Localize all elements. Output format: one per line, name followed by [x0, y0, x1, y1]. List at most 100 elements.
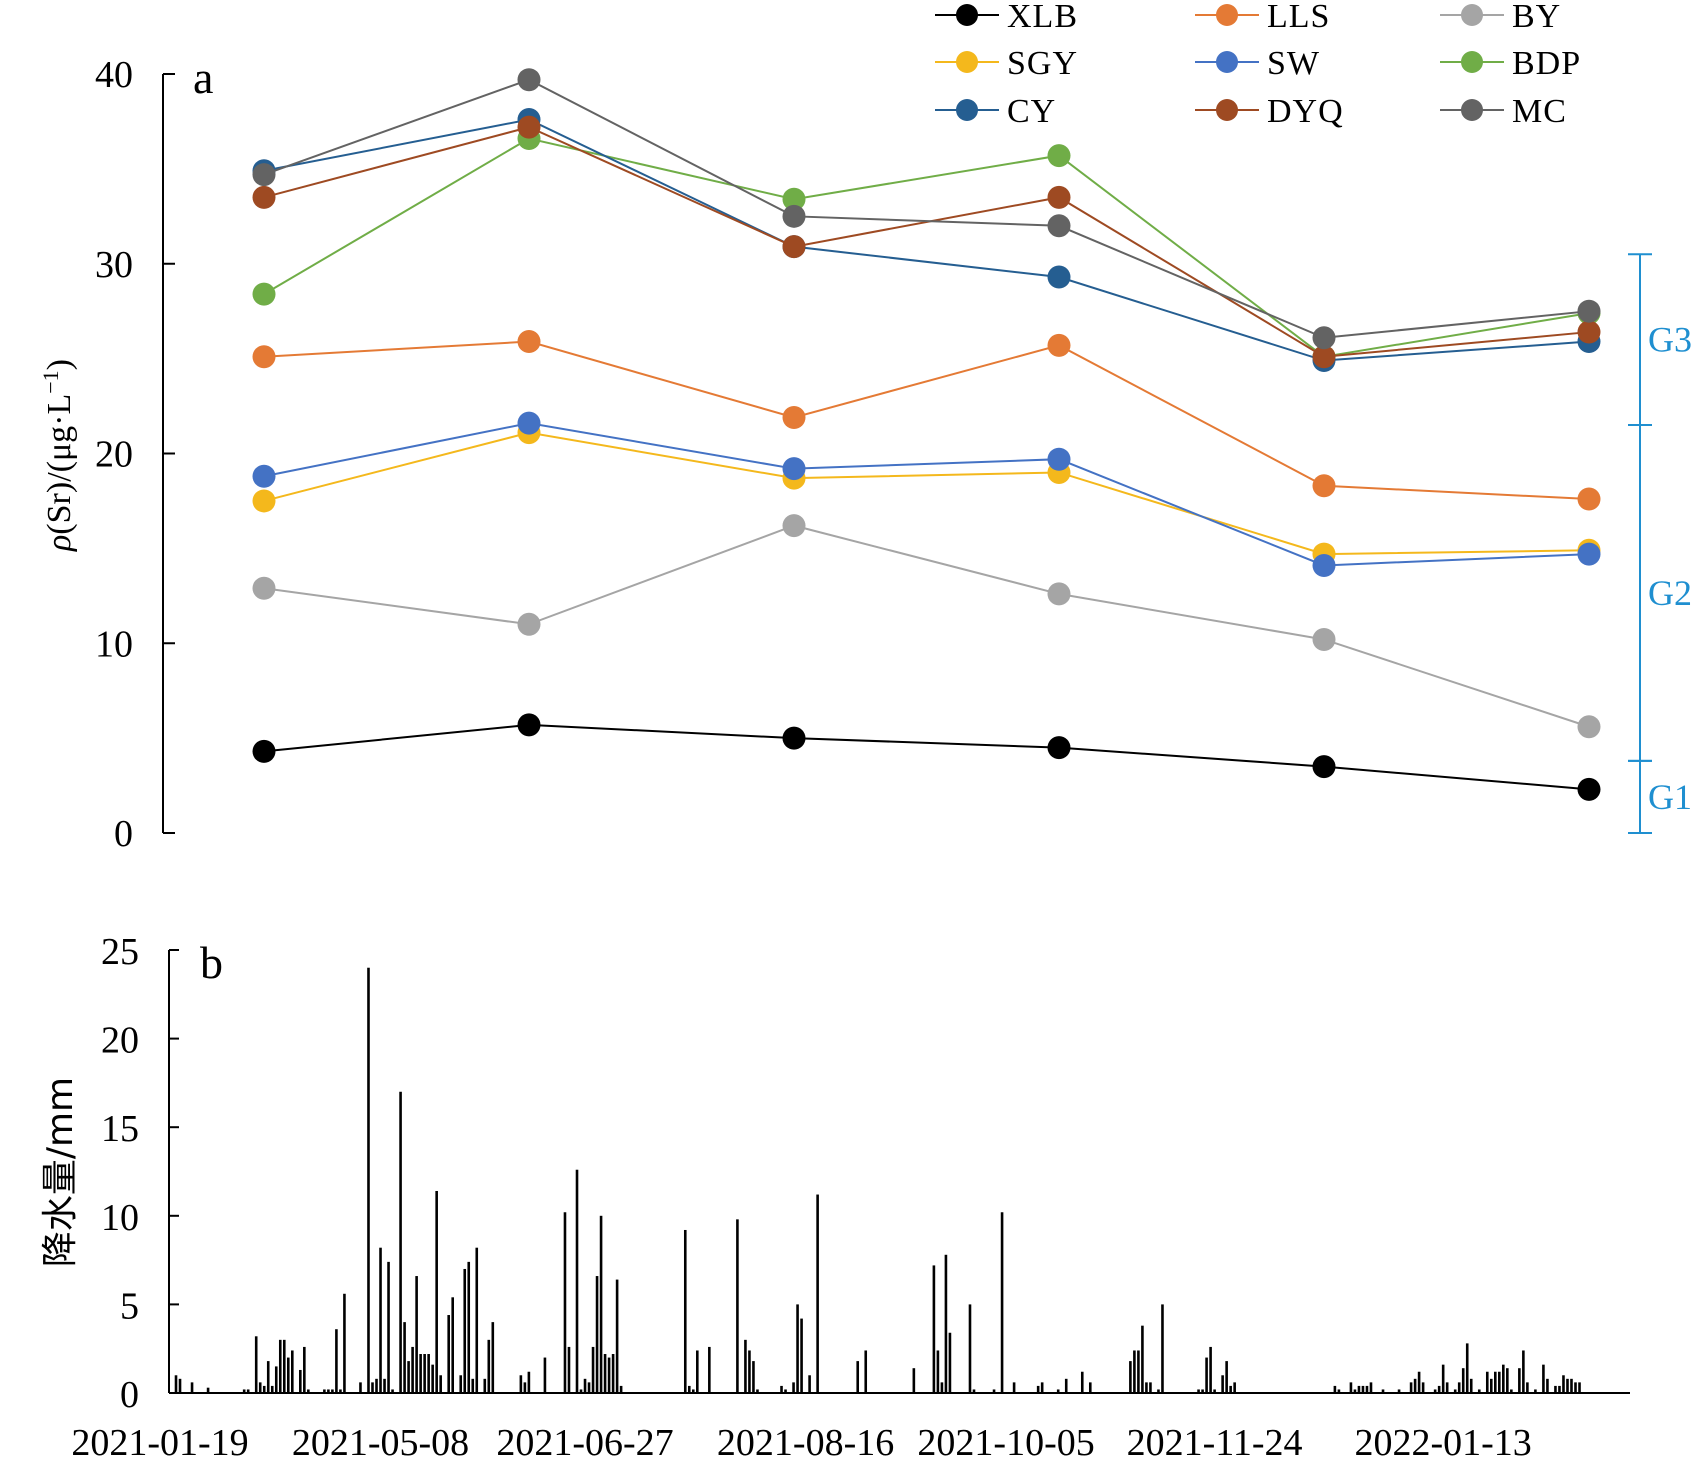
- precipitation-bar: [948, 1332, 952, 1393]
- precipitation-bar: [303, 1346, 306, 1393]
- precipitation-bar: [736, 1219, 739, 1393]
- precipitation-bar: [583, 1378, 587, 1393]
- series-line: [263, 126, 1590, 358]
- precipitation-bar: [800, 1318, 803, 1393]
- precipitation-bar: [752, 1361, 755, 1393]
- data-point: [782, 235, 806, 259]
- x-tick-label: 2021-06-27: [496, 1422, 673, 1464]
- data-point: [252, 464, 276, 488]
- precipitation-bar: [1502, 1364, 1505, 1393]
- precipitation-bar: [335, 1329, 338, 1393]
- precipitation-bar: [411, 1346, 414, 1393]
- data-point: [1047, 265, 1071, 289]
- series-line: [263, 524, 1590, 728]
- precipitation-bar: [519, 1375, 523, 1393]
- precipitation-bar: [307, 1389, 310, 1393]
- precipitation-bar: [1221, 1375, 1224, 1393]
- precipitation-bar: [367, 967, 370, 1393]
- precipitation-bar: [567, 1346, 571, 1393]
- precipitation-bar: [1233, 1382, 1236, 1393]
- precipitation-bar: [419, 1354, 422, 1393]
- y-tick-label: 20: [95, 434, 133, 476]
- precipitation-bar: [1088, 1382, 1092, 1393]
- legend-marker: [1461, 4, 1483, 26]
- precipitation-bar: [1526, 1382, 1529, 1393]
- precipitation-bar: [575, 1169, 579, 1393]
- precipitation-bar: [1558, 1385, 1561, 1393]
- precipitation-bar: [1469, 1378, 1473, 1393]
- y-tick-label: 10: [95, 623, 133, 665]
- precipitation-bar: [615, 1279, 619, 1393]
- data-point: [1312, 755, 1336, 779]
- group-brackets: G1 G2 G3: [1628, 253, 1692, 834]
- precipitation-bar: [603, 1354, 607, 1393]
- precipitation-bar: [1578, 1382, 1581, 1393]
- precipitation-bar: [286, 1357, 290, 1393]
- panel-b-bar-chart: 0 5 10 15 20 25 2021-01-19 2021-05-08 2021-06-2…: [40, 931, 1630, 1464]
- precipitation-bar: [1510, 1389, 1513, 1393]
- precipitation-bar: [423, 1354, 426, 1393]
- data-point: [1312, 474, 1336, 498]
- precipitation-bar: [1209, 1346, 1212, 1393]
- panel-b-y-ticks: 0 5 10 15 20 25: [101, 931, 179, 1416]
- precipitation-bar: [1546, 1378, 1549, 1393]
- precipitation-bar: [371, 1382, 374, 1393]
- precipitation-bar: [856, 1361, 860, 1393]
- data-point: [252, 163, 276, 187]
- ylabel-close: ): [41, 359, 78, 370]
- precipitation-bar: [792, 1382, 795, 1393]
- precipitation-bar: [1522, 1350, 1525, 1393]
- precipitation-bar: [1417, 1371, 1421, 1393]
- precipitation-bar: [451, 1297, 454, 1393]
- series-mc: [252, 68, 1601, 350]
- precipitation-bar: [327, 1389, 330, 1393]
- precipitation-bar: [587, 1382, 591, 1393]
- legend-item-sgy: SGY: [935, 45, 1078, 82]
- precipitation-bar: [258, 1382, 262, 1393]
- precipitation-bar: [339, 1389, 342, 1393]
- data-point: [1577, 715, 1601, 739]
- precipitation-bar: [591, 1346, 595, 1393]
- precipitation-bar: [1056, 1389, 1060, 1393]
- precipitation-bar: [1036, 1385, 1040, 1393]
- precipitation-bar: [527, 1371, 531, 1393]
- precipitation-bar: [1361, 1385, 1365, 1393]
- precipitation-bar: [864, 1350, 868, 1393]
- panel-b-x-ticks: 2021-01-19 2021-05-08 2021-06-27 2021-08-16…: [71, 1422, 1532, 1464]
- precipitation-bar: [912, 1368, 916, 1393]
- panel-a-series: [252, 68, 1601, 801]
- precipitation-bar: [708, 1346, 711, 1393]
- x-tick-label: 2021-05-08: [292, 1422, 469, 1464]
- precipitation-bar: [407, 1361, 410, 1393]
- legend-marker: [956, 4, 978, 26]
- precipitation-bar: [299, 1369, 302, 1393]
- data-point: [517, 330, 541, 354]
- legend-label: SGY: [1007, 45, 1078, 82]
- legend-marker: [1216, 4, 1238, 26]
- precipitation-bar: [1157, 1389, 1160, 1393]
- precipitation-bar: [331, 1389, 334, 1393]
- precipitation-bar: [607, 1357, 611, 1393]
- y-tick-label: 25: [101, 931, 139, 973]
- precipitation-bar: [439, 1375, 442, 1393]
- legend-item-cy: CY: [935, 93, 1056, 130]
- precipitation-bar: [936, 1350, 940, 1393]
- precipitation-bar: [1349, 1382, 1353, 1393]
- precipitation-bar: [972, 1389, 976, 1393]
- x-tick-label: 2022-01-13: [1355, 1422, 1532, 1464]
- precipitation-bar: [1213, 1389, 1216, 1393]
- precipitation-bar: [359, 1382, 362, 1393]
- precipitation-bar: [1465, 1343, 1469, 1393]
- precipitation-bar: [940, 1382, 944, 1393]
- legend-label: CY: [1007, 93, 1056, 130]
- legend-label: MC: [1512, 93, 1567, 130]
- precipitation-bar: [1197, 1389, 1200, 1393]
- precipitation-bar: [611, 1354, 615, 1393]
- data-point: [517, 68, 541, 92]
- precipitation-bar: [1133, 1350, 1136, 1393]
- precipitation-bar: [683, 1229, 687, 1393]
- precipitation-bar: [242, 1389, 246, 1393]
- precipitation-bar: [1534, 1389, 1537, 1393]
- precipitation-bar: [1161, 1304, 1164, 1393]
- panel-b-label: b: [200, 937, 223, 988]
